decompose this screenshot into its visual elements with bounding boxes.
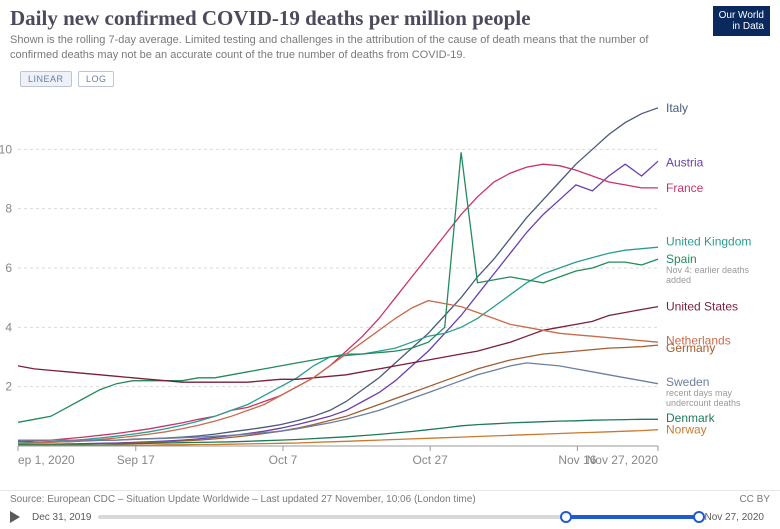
timeline-slider[interactable] bbox=[98, 515, 699, 519]
label-germany[interactable]: Germany bbox=[666, 341, 715, 355]
svg-text:4: 4 bbox=[5, 320, 12, 334]
svg-text:Nov 27, 2020: Nov 27, 2020 bbox=[587, 453, 659, 467]
svg-text:6: 6 bbox=[5, 261, 12, 275]
label-norway[interactable]: Norway bbox=[666, 423, 707, 437]
svg-text:ep 1, 2020: ep 1, 2020 bbox=[18, 453, 75, 467]
scale-log-button[interactable]: LOG bbox=[78, 71, 115, 87]
note-sweden: undercount deaths bbox=[666, 398, 741, 408]
label-france[interactable]: France bbox=[666, 181, 704, 195]
series-austria[interactable] bbox=[18, 161, 658, 444]
label-united-states[interactable]: United States bbox=[666, 300, 738, 314]
note-spain: added bbox=[666, 275, 691, 285]
label-spain[interactable]: Spain bbox=[666, 252, 697, 266]
play-button[interactable] bbox=[10, 511, 20, 523]
logo-line1: Our World bbox=[719, 10, 764, 21]
label-austria[interactable]: Austria bbox=[666, 156, 704, 170]
chart-footer: Source: European CDC – Situation Update … bbox=[0, 490, 780, 529]
source-text: Source: European CDC – Situation Update … bbox=[10, 494, 476, 505]
logo-line2: in Data bbox=[732, 21, 764, 32]
chart-title: Daily new confirmed COVID-19 deaths per … bbox=[10, 6, 770, 31]
label-sweden[interactable]: Sweden bbox=[666, 375, 709, 389]
owid-logo: Our World in Data bbox=[713, 6, 770, 36]
timeline-end-date[interactable]: Nov 27, 2020 bbox=[705, 512, 765, 523]
svg-text:2: 2 bbox=[5, 380, 12, 394]
note-spain: Nov 4: earlier deaths bbox=[666, 265, 750, 275]
scale-linear-button[interactable]: LINEAR bbox=[20, 71, 72, 87]
license-text: CC BY bbox=[739, 494, 770, 505]
series-sweden[interactable] bbox=[18, 363, 658, 440]
svg-text:8: 8 bbox=[5, 202, 12, 216]
svg-text:Sep 17: Sep 17 bbox=[117, 453, 155, 467]
note-sweden: recent days may bbox=[666, 388, 733, 398]
series-netherlands[interactable] bbox=[18, 301, 658, 444]
label-united-kingdom[interactable]: United Kingdom bbox=[666, 234, 751, 248]
timeline: Dec 31, 2019 Nov 27, 2020 bbox=[10, 509, 770, 525]
series-france[interactable] bbox=[18, 164, 658, 441]
series-spain[interactable] bbox=[18, 152, 658, 422]
timeline-start-date[interactable]: Dec 31, 2019 bbox=[32, 512, 92, 523]
label-italy[interactable]: Italy bbox=[666, 101, 688, 115]
line-chart: 246810ep 1, 2020Sep 17Oct 7Oct 27Nov 16N… bbox=[0, 86, 780, 474]
svg-text:Oct 7: Oct 7 bbox=[269, 453, 298, 467]
series-italy[interactable] bbox=[18, 108, 658, 443]
scale-toggle: LINEAR LOG bbox=[20, 69, 770, 87]
svg-text:10: 10 bbox=[0, 142, 12, 156]
svg-text:Oct 27: Oct 27 bbox=[412, 453, 448, 467]
series-united-states[interactable] bbox=[18, 307, 658, 383]
chart-subtitle: Shown is the rolling 7-day average. Limi… bbox=[10, 33, 650, 63]
